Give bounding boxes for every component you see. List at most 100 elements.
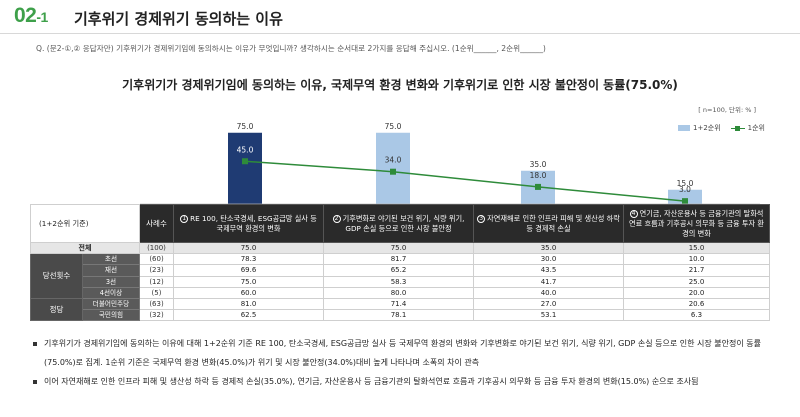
row-n: (5) [139,286,174,299]
table-n-header: 사례수 [139,204,174,243]
cell-value: 75.0 [323,241,474,255]
col-header-text: 연기금, 자산운용사 등 금융기관의 탈화석연료 흐름과 기후공시 의무화 등 … [628,208,765,238]
cell-value: 27.0 [473,297,624,311]
line-value-label-3: 18.0 [530,171,547,180]
bar-value-label-2: 75.0 [385,122,402,131]
cell-value: 71.4 [323,297,474,311]
section-number: 02-1 [14,4,48,27]
cell-value: 15.0 [623,241,770,255]
bar-value-label-1: 75.0 [237,122,254,131]
legend-line-label: 1순위 [747,124,765,132]
table-row: 국민의힘 (32) 62.5 78.1 53.1 6.3 [31,309,770,322]
table-row: 3선 (12) 75.0 58.3 41.7 25.0 [31,275,770,288]
cell-value: 43.5 [473,264,624,277]
line-value-label-2: 34.0 [385,156,402,165]
section-title: 기후위기 경제위기 동의하는 이유 [74,10,283,28]
line-value-label-4: 3.0 [679,185,691,194]
cell-value: 30.0 [473,253,624,266]
table-corner-label: (1+2순위 기준) [30,204,140,243]
cell-value: 78.3 [173,253,324,266]
row-n: (100) [139,241,174,255]
cell-value: 41.7 [473,275,624,288]
line-series-1st-rank [244,160,686,202]
row-label: 더불어민주당 [82,297,140,311]
summary-notes: 기후위기가 경제위기임에 동의하는 이유에 대해 1+2순위 기준 RE 100… [30,334,770,391]
cell-value: 40.0 [473,286,624,299]
line-point-3 [535,183,541,190]
circled-number-icon: 2 [332,214,341,223]
summary-note-2: 이어 자연재해로 인한 인프라 피해 및 생산성 하락 등 경제적 손실(35.… [30,372,770,391]
bar-value-label-3: 35.0 [530,160,547,169]
section-header: 02-1 기후위기 경제위기 동의하는 이유 [0,0,800,34]
row-n: (32) [139,309,174,322]
circled-number-icon: 1 [180,214,189,223]
legend-item-line: 1순위 [730,123,765,133]
line-point-2 [390,168,396,175]
cell-value: 62.5 [173,309,324,322]
circled-number-icon: 4 [629,209,638,218]
row-n: (12) [139,275,174,288]
line-point-1 [242,158,248,165]
row-n: (63) [139,297,174,311]
table-col-header-2: 2 기후변화로 야기된 보건 위기, 식량 위기, GDP 손실 등으로 인한 시… [323,204,474,243]
line-point-4 [682,198,688,205]
cell-value: 6.3 [623,309,770,322]
row-label: 3선 [82,275,140,288]
cell-value: 35.0 [473,241,624,255]
cell-value: 10.0 [623,253,770,266]
cell-value: 25.0 [623,275,770,288]
chart-title: 기후위기가 경제위기임에 동의하는 이유, 국제무역 환경 변화와 기후위기로 … [122,78,678,92]
col-header-text: 자연재해로 인한 인프라 피해 및 생산성 하락 등 경제적 손실 [487,213,620,233]
bar-1 [228,132,262,204]
row-label: 재선 [82,264,140,277]
cell-value: 58.3 [323,275,474,288]
table-row-total: 전체 (100) 75.0 75.0 35.0 15.0 [30,241,770,255]
question-text: Q. (문2-①,② 응답자만) 기후위기가 경제위기임에 동의하시는 이유가 … [36,44,546,53]
cell-value: 60.0 [173,286,324,299]
table-col-header-3: 3 자연재해로 인한 인프라 피해 및 생산성 하락 등 경제적 손실 [473,204,624,243]
section-sub-number: -1 [36,9,48,25]
col-header-text: RE 100, 탄소국경세, ESG공급망 실사 등 국제무역 환경의 변화 [190,213,317,233]
line-value-label-1: 45.0 [237,145,254,154]
table-col-header-1: 1 RE 100, 탄소국경세, ESG공급망 실사 등 국제무역 환경의 변화 [173,204,324,243]
cell-value: 20.6 [623,297,770,311]
row-n: (60) [139,253,174,266]
cell-value: 69.6 [173,264,324,277]
cell-value: 75.0 [173,241,324,255]
col-header-text: 기후변화로 야기된 보건 위기, 식량 위기, GDP 손실 등으로 인한 시장… [342,213,465,233]
table-row: 4선이상 (5) 60.0 80.0 40.0 20.0 [31,286,770,299]
cell-value: 53.1 [473,309,624,322]
row-label: 4선이상 [82,286,140,299]
row-label: 국민의힘 [82,309,140,322]
cell-value: 81.0 [173,297,324,311]
group-label: 당선횟수 [30,253,83,299]
group-label: 정당 [30,297,83,322]
sample-size-note: [ n=100, 단위: % ] [698,106,756,114]
cell-value: 21.7 [623,264,770,277]
bar-line-chart: 75.0 75.0 35.0 15.0 45.0 34.0 18.0 3.0 [140,122,760,205]
table-row: 재선 (23) 69.6 65.2 43.5 21.7 [31,264,770,277]
chart-legend: 1+2순위 1순위 [678,123,765,133]
bar-value-label-4: 15.0 [677,179,694,188]
row-label: 초선 [82,253,140,266]
table-row: 당선횟수 초선 (60) 78.3 81.7 30.0 10.0 [30,253,770,299]
row-n: (23) [139,264,174,277]
table-row: 정당 더불어민주당 (63) 81.0 71.4 27.0 20.6 [30,297,770,322]
summary-note-1: 기후위기가 경제위기임에 동의하는 이유에 대해 1+2순위 기준 RE 100… [30,334,770,372]
table-col-header-4: 4 연기금, 자산운용사 등 금융기관의 탈화석연료 흐름과 기후공시 의무화 등… [623,204,770,243]
table-header-row: (1+2순위 기준) 사례수 1 RE 100, 탄소국경세, ESG공급망 실사… [30,204,770,243]
legend-bar-swatch [678,125,690,131]
bar-2 [376,132,410,204]
legend-item-bar: 1+2순위 [678,123,721,133]
cell-value: 65.2 [323,264,474,277]
cell-value: 81.7 [323,253,474,266]
cell-value: 20.0 [623,286,770,299]
legend-bar-label: 1+2순위 [693,124,721,132]
legend-line-swatch [730,125,745,132]
row-label: 전체 [30,241,140,255]
crosstab-table: (1+2순위 기준) 사례수 1 RE 100, 탄소국경세, ESG공급망 실사… [30,204,770,322]
cell-value: 78.1 [323,309,474,322]
cell-value: 80.0 [323,286,474,299]
cell-value: 75.0 [173,275,324,288]
circled-number-icon: 3 [477,214,486,223]
